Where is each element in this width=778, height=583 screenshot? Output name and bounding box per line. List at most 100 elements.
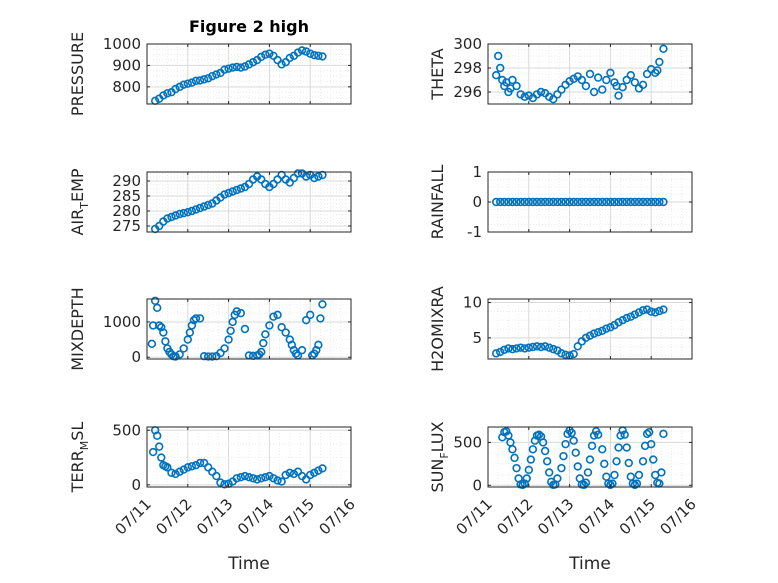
plot-4-marker — [504, 197, 513, 207]
plot-5-ytick-label: 1000 — [103, 313, 141, 331]
plot-7-marker — [281, 470, 290, 480]
plot-2-marker — [557, 85, 566, 94]
plot-8-marker — [646, 439, 656, 449]
plot-7-marker — [310, 468, 319, 478]
plot-4-marker — [496, 197, 505, 207]
plot-8-marker — [540, 446, 550, 456]
plot-7-marker — [244, 472, 254, 482]
plot-6-marker — [491, 349, 501, 358]
plot-3-ytick-label: 285 — [112, 187, 141, 205]
plot-3-marker — [289, 173, 299, 183]
plot-3-marker — [269, 179, 278, 189]
plot-6-marker — [581, 333, 591, 343]
plot-2-marker — [565, 76, 574, 86]
plot-5-marker — [204, 352, 213, 361]
plot-3-marker — [285, 178, 294, 187]
plot-5-marker — [236, 308, 246, 318]
plot-4-marker — [569, 197, 578, 207]
plot-1-marker — [297, 46, 307, 55]
plot-3-marker — [257, 175, 266, 184]
plot-7-marker — [183, 463, 193, 472]
plot-2-ytick-label: 296 — [453, 83, 482, 101]
plot-1-marker — [183, 79, 193, 88]
plot-2-marker — [659, 44, 668, 53]
plot-6-marker — [508, 344, 517, 354]
plot-1-marker — [163, 89, 172, 98]
plot-7-marker — [261, 472, 270, 482]
plot-5-marker — [216, 348, 225, 358]
plot-5-marker — [261, 330, 270, 339]
plot-4-marker — [630, 197, 640, 207]
plot-5-marker — [175, 350, 184, 359]
plot-4-marker — [553, 197, 562, 207]
plot-8-marker — [524, 465, 533, 475]
plot-5-marker — [208, 352, 217, 361]
plot-6-marker — [659, 305, 668, 314]
plot-2-marker — [577, 75, 587, 85]
plot-2-marker — [494, 51, 503, 61]
plot-4-marker — [618, 197, 627, 207]
plot-5-marker — [159, 328, 168, 337]
plot-8-marker — [567, 428, 576, 438]
plot-6-marker — [602, 324, 611, 333]
plot-4-marker — [634, 197, 644, 207]
plot-2-marker — [638, 80, 648, 90]
plot-4-marker — [585, 197, 595, 207]
plot-5-marker — [199, 351, 209, 361]
plot-5-marker — [277, 323, 286, 332]
plot-8-marker — [542, 457, 552, 466]
plot-2-marker — [618, 82, 627, 92]
plot-3-marker — [187, 206, 197, 216]
plot-5-marker — [224, 335, 233, 344]
plot-6-marker — [504, 344, 513, 353]
plot-7-marker — [252, 475, 262, 484]
plot-5-axes-frame — [146, 298, 352, 360]
plot-5-marker — [240, 324, 250, 334]
plot-3-axes-frame — [146, 171, 352, 233]
plot-8-marker — [583, 468, 593, 477]
plot-3-marker — [175, 209, 184, 219]
plot-8-marker — [512, 463, 521, 473]
plot-1-marker — [175, 82, 184, 92]
plot-1-marker — [265, 49, 274, 58]
plot-2-marker — [585, 69, 595, 79]
plot-7-marker — [157, 453, 166, 462]
plot-6-marker — [642, 305, 652, 314]
plot-2-marker — [589, 87, 599, 97]
plot-3-marker — [179, 208, 188, 218]
plot-2-marker — [614, 91, 623, 100]
plot-4-marker — [581, 197, 591, 207]
plot-8-marker — [561, 439, 570, 449]
figure-title: Figure 2 high — [189, 17, 309, 36]
plot-8-marker — [581, 478, 591, 487]
plot-2-marker — [524, 91, 533, 100]
plot-4-marker — [500, 197, 509, 207]
plot-6-marker — [618, 315, 627, 325]
plot-7-marker — [153, 431, 162, 440]
plot-7-marker — [155, 442, 164, 451]
plot-8-marker — [634, 470, 644, 480]
plot-5-marker — [226, 326, 235, 335]
plot-1-axes-frame — [146, 43, 352, 105]
plot-2-marker — [496, 63, 505, 73]
plot-8-marker — [649, 455, 658, 464]
plot-2-marker — [512, 81, 521, 91]
plot-6-marker — [524, 343, 533, 352]
plot-8-marker — [530, 436, 540, 445]
plot-5-marker — [171, 352, 180, 361]
plot-8-marker — [624, 458, 633, 468]
plot-3-marker — [204, 200, 213, 210]
plot-1-marker — [191, 76, 201, 86]
plot-6-marker — [655, 306, 664, 316]
plot-4-marker — [532, 197, 542, 207]
plot-8-ylabel: SUNFLUX — [428, 421, 451, 492]
plot-1-marker — [199, 75, 209, 84]
plot-8-marker — [642, 429, 652, 439]
plot-1-ylabel: PRESSURE — [68, 32, 87, 116]
plot-8-marker — [571, 448, 580, 457]
plot-6-marker — [528, 342, 538, 352]
plot-7-marker — [306, 470, 315, 480]
plot-6-marker — [626, 312, 635, 321]
plot-7-ylabel: TERRMSL — [68, 422, 91, 494]
plot-4-marker — [610, 197, 619, 207]
